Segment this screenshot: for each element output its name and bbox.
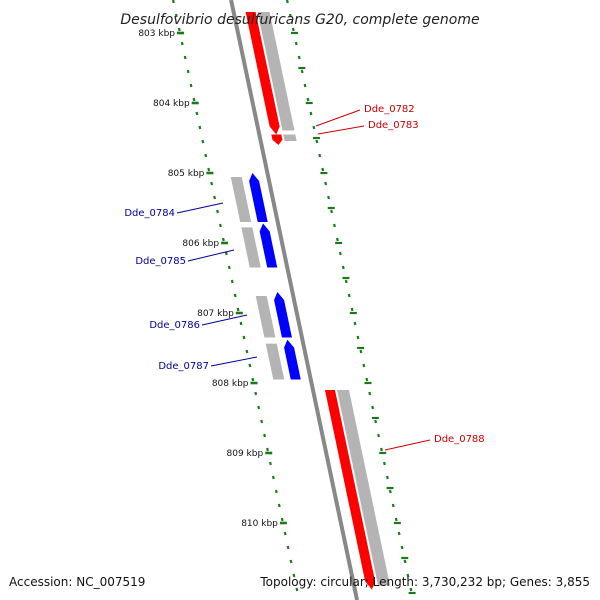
- gene-arrow[interactable]: [271, 134, 283, 146]
- scale-tick-label: 804 kbp: [153, 99, 190, 109]
- gene-label-text[interactable]: Dde_0783: [368, 120, 419, 131]
- gene-label-text[interactable]: Dde_0787: [158, 361, 209, 372]
- gene-leader-line: [201, 314, 248, 326]
- gene-feature[interactable]: [241, 223, 278, 268]
- gene-leader-line: [187, 249, 235, 262]
- gene-shadow-bar[interactable]: [265, 343, 285, 380]
- gene-track: [230, 12, 391, 590]
- scale-tick: 810 kbp: [241, 519, 287, 529]
- gene-leader-line: [384, 439, 431, 451]
- gene-feature[interactable]: [245, 12, 295, 135]
- scale-tick: 806 kbp: [182, 239, 229, 249]
- scale-tick: 809 kbp: [227, 449, 273, 459]
- gene-feature[interactable]: [265, 339, 301, 380]
- map-title: Desulfovibrio desulfuricans G20, complet…: [120, 12, 479, 28]
- scale-tick-label: 810 kbp: [241, 519, 278, 529]
- gene-label[interactable]: Dde_0788: [384, 434, 485, 451]
- scale-dots-left: [171, 0, 299, 592]
- scale-track: 803 kbp 804 kbp 805 kbp 806 kbp 807 kbp 808 k…: [138, 0, 416, 595]
- gene-feature[interactable]: [271, 134, 297, 146]
- scale-tick-label: 806 kbp: [182, 239, 219, 249]
- gene-leader-line: [176, 202, 224, 214]
- gene-label-text[interactable]: Dde_0782: [364, 104, 415, 115]
- gene-shadow-bar[interactable]: [241, 227, 261, 268]
- genome-summary-text: Topology: circular; Length: 3,730,232 bp…: [259, 575, 590, 589]
- gene-label[interactable]: Dde_0785: [135, 249, 235, 267]
- gene-leader-line: [315, 109, 361, 127]
- gene-shadow-bar[interactable]: [283, 134, 297, 142]
- gene-arrow[interactable]: [259, 223, 278, 268]
- gene-feature[interactable]: [255, 292, 292, 338]
- scale-tick: 803 kbp: [138, 29, 184, 39]
- scale-tick-label: 809 kbp: [227, 449, 264, 459]
- gene-shadow-bar[interactable]: [230, 177, 252, 222]
- scale-dots-right: [285, 0, 413, 592]
- gene-leader-line: [210, 356, 258, 367]
- gene-label[interactable]: Dde_0784: [124, 202, 224, 219]
- gene-arrow[interactable]: [245, 12, 280, 135]
- gene-label[interactable]: Dde_0783: [317, 120, 419, 135]
- scale-tick: 807 kbp: [197, 309, 243, 319]
- scale-tick-label: 803 kbp: [138, 29, 175, 39]
- scale-tick: 804 kbp: [153, 99, 199, 109]
- gene-shadow-bar[interactable]: [257, 12, 295, 131]
- gene-label-text[interactable]: Dde_0785: [135, 256, 186, 267]
- accession-text: Accession: NC_007519: [9, 575, 145, 589]
- scale-tick: 808 kbp: [212, 379, 258, 389]
- scale-tick-label: 808 kbp: [212, 379, 249, 389]
- gene-label-text[interactable]: Dde_0788: [434, 434, 485, 445]
- gene-shadow-bar[interactable]: [255, 296, 276, 338]
- gene-shadow-bar[interactable]: [336, 390, 391, 586]
- gene-arrow[interactable]: [324, 390, 376, 590]
- genome-backbone: [229, 0, 360, 600]
- gene-leader-line: [317, 125, 365, 135]
- gene-feature[interactable]: [324, 390, 391, 590]
- gene-label-text[interactable]: Dde_0784: [124, 208, 175, 219]
- scale-tick: 805 kbp: [168, 169, 214, 179]
- gene-label-text[interactable]: Dde_0786: [149, 320, 200, 331]
- gene-labels: Dde_0782 Dde_0783 Dde_0784 Dde_0785 Dde_0786…: [124, 104, 485, 451]
- gene-label[interactable]: Dde_0787: [158, 356, 258, 372]
- scale-tick-label: 807 kbp: [197, 309, 234, 319]
- scale-tick-label: 805 kbp: [168, 169, 205, 179]
- gene-arrow[interactable]: [284, 339, 301, 380]
- gene-label[interactable]: Dde_0782: [315, 104, 415, 127]
- gene-feature[interactable]: [230, 173, 268, 222]
- gene-arrow[interactable]: [274, 292, 292, 338]
- gene-label[interactable]: Dde_0786: [149, 314, 248, 331]
- backbone-track: [229, 0, 360, 600]
- gene-arrow[interactable]: [249, 173, 268, 222]
